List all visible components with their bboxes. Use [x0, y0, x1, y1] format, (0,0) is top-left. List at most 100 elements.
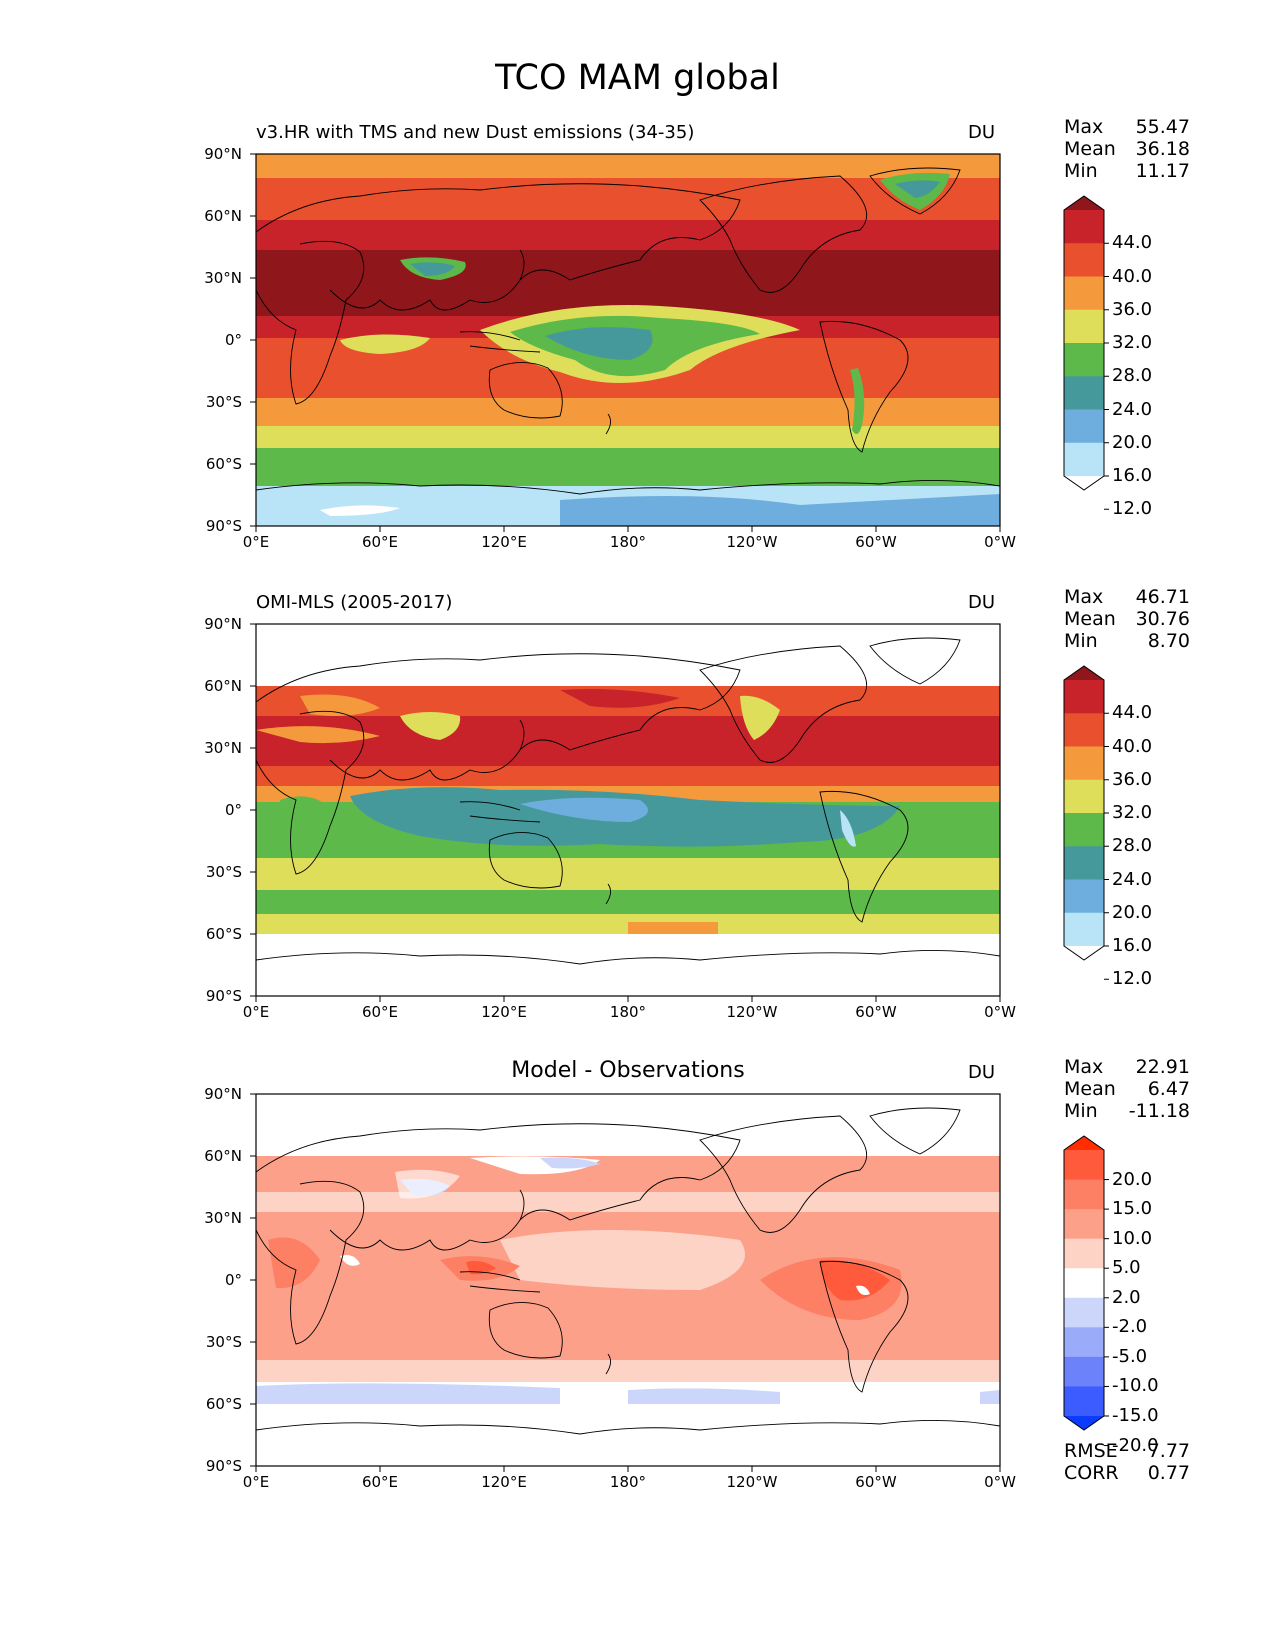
x-tick-label: 180° [609, 1473, 647, 1491]
antarctic-blue [560, 494, 1000, 526]
colorbar-segment [1064, 680, 1104, 714]
africa-green [280, 796, 330, 850]
x-tick-label: 120°E [481, 1473, 527, 1491]
australia-outline [488, 362, 563, 419]
stat-value: 30.76 [1135, 608, 1190, 630]
colorbar-segment [1064, 376, 1104, 410]
colorbar [1063, 1135, 1109, 1447]
diff-africa-white [340, 1255, 360, 1266]
y-ticks [250, 1093, 256, 1467]
stat-value: 36.18 [1135, 138, 1190, 160]
colorbar-tick-label: 16.0 [1112, 465, 1153, 486]
colorbar-tick-label: 28.0 [1112, 835, 1153, 857]
colorbar-bottom-extension [1064, 1416, 1104, 1430]
figure-title: TCO MAM global [495, 58, 780, 98]
colorbar-segment [1064, 1386, 1104, 1417]
x-tick-label: 180° [609, 1003, 647, 1021]
band-arctic [256, 154, 1000, 178]
observations-map [250, 623, 1109, 1002]
colorbar-segment [1064, 1179, 1104, 1210]
colorbar [1063, 195, 1109, 510]
panel-difference [0, 940, 1275, 1472]
coastlines [256, 1107, 1000, 1435]
stat-label: CORR [1064, 1462, 1119, 1484]
stat-value: 22.91 [1135, 1056, 1190, 1078]
greenland-outline [869, 637, 961, 685]
colorbar-tick-label: 24.0 [1112, 868, 1153, 890]
x-tick-label: 120°E [481, 1003, 527, 1021]
model-map [250, 153, 1109, 532]
greenland-outline [869, 1107, 961, 1155]
eurasia-outline [256, 183, 741, 311]
stat-value: 46.71 [1135, 586, 1190, 608]
x-tick-label: 0°W [984, 1003, 1016, 1021]
south-america-outline [819, 790, 909, 923]
y-tick-label: 90°S [205, 987, 242, 1005]
colorbar-segment [1064, 813, 1104, 847]
colorbar-tick-label: 44.0 [1112, 702, 1153, 724]
y-tick-label: 90°N [204, 615, 242, 633]
stat-value: 6.47 [1147, 1078, 1190, 1100]
australia-outline [488, 1302, 563, 1359]
colorbar-segment [1064, 343, 1104, 377]
colorbar-bottom-extension [1064, 946, 1104, 960]
stat-value: 55.47 [1135, 116, 1190, 138]
tibet-core [410, 262, 455, 276]
diff-indo-core [466, 1260, 496, 1275]
colorbar-tick-label: 32.0 [1112, 802, 1153, 823]
x-tick-label: 120°W [726, 1473, 778, 1491]
stat-label: Mean [1064, 608, 1116, 630]
panel-2-title: Model - Observations [511, 1058, 745, 1083]
band-n45 [256, 716, 1000, 766]
diff-light-pacific [500, 1230, 745, 1290]
y-ticks [250, 623, 256, 997]
x-tick-label: 60°E [361, 1003, 399, 1021]
diff-band-s25 [256, 1318, 1000, 1366]
panel-1-units: DU [968, 592, 996, 613]
panel-0-title: v3.HR with TMS and new Dust emissions (3… [256, 122, 695, 143]
warm-band-mid [256, 726, 380, 744]
colorbar-tick-label: 24.0 [1112, 398, 1153, 420]
band-s58-orange [628, 922, 718, 934]
stat-label: Mean [1064, 1078, 1116, 1100]
y-tick-label: 90°S [205, 517, 242, 535]
colorbar-tick-label: 12.0 [1112, 498, 1153, 520]
stat-value: 8.70 [1147, 630, 1190, 652]
data-mask-south [256, 1404, 1000, 1466]
colorbar-tick-label: -5.0 [1112, 1345, 1148, 1367]
panel-0-units: DU [968, 122, 996, 143]
pacific-core [545, 327, 653, 360]
north-america-outline [699, 175, 868, 293]
y-tick-label: 0° [224, 801, 242, 819]
colorbar-tick-label: 36.0 [1112, 298, 1153, 320]
stat-label: Max [1064, 586, 1104, 608]
colorbar-segment [1064, 309, 1104, 344]
x-tick-label: 60°E [361, 1473, 399, 1491]
antarctic-white [320, 505, 400, 516]
colorbar-segment [1064, 442, 1104, 477]
colorbar-tick-label: -20.0 [1112, 1434, 1159, 1456]
x-tick-label: 0°W [984, 1473, 1016, 1491]
diff-sa-dot [856, 1285, 870, 1295]
y-tick-label: 30°S [205, 863, 242, 881]
y-tick-label: 0° [224, 331, 242, 349]
y-tick-label: 30°N [204, 269, 242, 287]
colorbar-tick-label: -15.0 [1112, 1405, 1159, 1426]
stat-label: Max [1064, 116, 1104, 138]
stat-label: Min [1064, 1100, 1098, 1122]
colorbar-tick-label: 2.0 [1112, 1286, 1141, 1308]
colorbar-tick-label: 20.0 [1112, 431, 1153, 453]
andes-line [850, 368, 865, 434]
y-tick-label: 60°S [205, 1395, 242, 1413]
colorbar-segment [1064, 1150, 1104, 1181]
north-america-outline [699, 1115, 868, 1233]
band-south-mid [256, 426, 1000, 450]
x-tick-label: 0°E [242, 1003, 270, 1021]
colorbar-segment [1064, 1209, 1104, 1240]
y-tick-label: 60°N [204, 1147, 242, 1165]
x-ticks [255, 526, 1001, 532]
y-tick-label: 60°S [205, 455, 242, 473]
y-ticks [250, 153, 256, 527]
japan-outline [519, 719, 525, 751]
diff-tibet-white [395, 1169, 460, 1199]
